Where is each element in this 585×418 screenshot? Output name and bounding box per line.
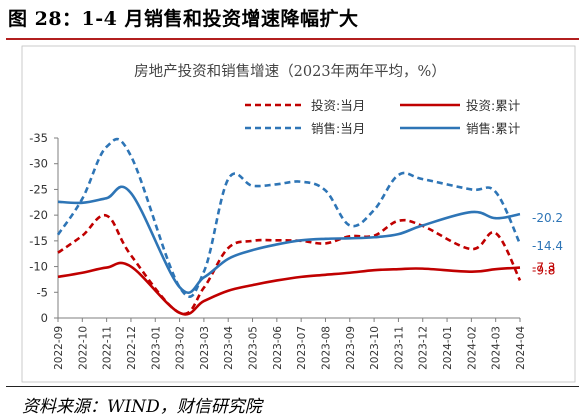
chart-title: 房地产投资和销售增速（2023年两年平均，%） xyxy=(134,63,446,80)
x-tick-label: 2022-10 xyxy=(77,326,89,370)
x-tick-label: 2022-12 xyxy=(126,326,138,370)
series-line-2 xyxy=(57,261,521,316)
x-tick-label: 2023-08 xyxy=(320,326,332,370)
end-value-label: -14.4 xyxy=(532,239,563,253)
x-tick-label: 2023-09 xyxy=(345,326,357,370)
end-value-label: -9.8 xyxy=(532,264,555,278)
x-tick-label: 2022-09 xyxy=(53,326,65,370)
y-tick-label: -35 xyxy=(29,131,48,145)
x-tick-label: 2023-11 xyxy=(393,326,405,370)
y-tick-label: -15 xyxy=(29,234,48,248)
legend-label-1: 投资:当月 xyxy=(311,98,365,113)
y-tick-label: 0 xyxy=(41,311,48,325)
y-tick-label: -5 xyxy=(37,285,48,299)
y-tick-label: -30 xyxy=(29,157,48,171)
series-line-3 xyxy=(56,137,522,298)
y-tick-label: -25 xyxy=(29,182,48,196)
x-tick-label: 2023-06 xyxy=(272,326,284,370)
y-tick-label: -10 xyxy=(29,260,48,274)
legend-label-4: 销售:累计 xyxy=(466,121,520,136)
series-line-4 xyxy=(57,185,521,295)
x-tick-label: 2023-03 xyxy=(199,326,211,370)
x-tick-label: 2023-12 xyxy=(418,326,430,370)
x-tick-label: 2023-05 xyxy=(248,326,260,370)
x-tick-label: 2023-07 xyxy=(296,326,308,370)
figure-title: 图 28：1-4 月销售和投资增速降幅扩大 xyxy=(8,8,359,30)
x-tick-label: 2024-04 xyxy=(515,326,527,370)
end-value-label: -20.2 xyxy=(532,211,563,225)
x-tick-label: 2024-03 xyxy=(491,326,503,370)
source-note: 资料来源：WIND，财信研究院 xyxy=(22,397,262,417)
x-tick-label: 2024-02 xyxy=(466,326,478,370)
end-value-label: -7.3 xyxy=(532,260,555,274)
source-rule xyxy=(6,386,579,387)
x-tick-label: 2023-04 xyxy=(223,326,235,370)
series-line-1 xyxy=(57,213,522,316)
x-tick-label: 2022-11 xyxy=(102,326,114,370)
x-tick-label: 2023-10 xyxy=(369,326,381,370)
x-tick-label: 2024-01 xyxy=(442,326,454,370)
y-tick-label: -20 xyxy=(29,208,48,222)
legend-label-2: 投资:累计 xyxy=(466,98,520,113)
legend-label-3: 销售:当月 xyxy=(311,121,365,136)
chart-frame xyxy=(21,45,576,383)
x-tick-label: 2023-02 xyxy=(175,326,187,370)
x-tick-label: 2023-01 xyxy=(150,326,162,370)
title-rule xyxy=(6,38,579,40)
